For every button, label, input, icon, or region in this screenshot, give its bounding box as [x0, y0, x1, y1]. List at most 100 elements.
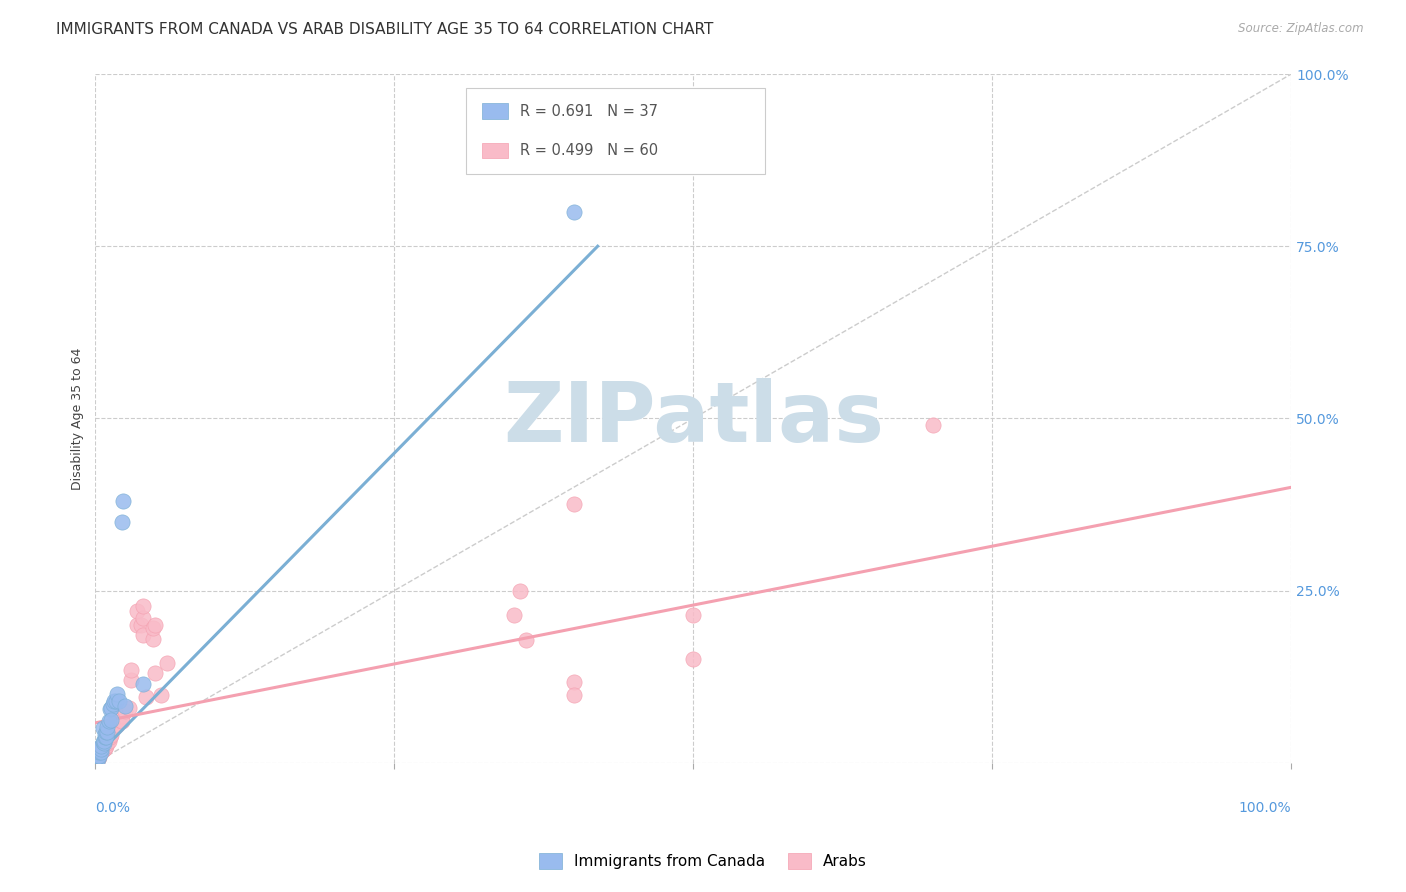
Point	[90, 739, 112, 753]
Point	[101, 723, 124, 737]
Point	[96, 720, 118, 734]
Point	[103, 722, 125, 736]
Point	[114, 699, 136, 714]
Point	[515, 102, 537, 116]
Point	[132, 611, 155, 625]
Point	[111, 709, 134, 723]
Point	[89, 740, 111, 755]
Point	[100, 728, 122, 742]
Y-axis label: Disability Age 35 to 64: Disability Age 35 to 64	[72, 347, 84, 490]
Point	[87, 752, 110, 766]
Point	[132, 676, 155, 690]
Text: R = 0.499   N = 60: R = 0.499 N = 60	[520, 143, 658, 158]
Point	[562, 674, 585, 689]
Point	[98, 702, 121, 716]
Point	[90, 742, 112, 756]
Point	[108, 694, 131, 708]
Point	[921, 418, 943, 433]
Text: R = 0.691   N = 37: R = 0.691 N = 37	[520, 103, 658, 119]
Point	[87, 748, 110, 763]
Point	[87, 746, 110, 760]
Text: IMMIGRANTS FROM CANADA VS ARAB DISABILITY AGE 35 TO 64 CORRELATION CHART: IMMIGRANTS FROM CANADA VS ARAB DISABILIT…	[56, 22, 714, 37]
Point	[142, 622, 165, 636]
Point	[143, 666, 166, 681]
Point	[93, 742, 115, 756]
Point	[100, 700, 122, 714]
Point	[96, 724, 118, 739]
FancyBboxPatch shape	[467, 87, 765, 174]
Point	[93, 739, 115, 753]
Point	[86, 748, 108, 763]
Point	[93, 737, 115, 751]
Point	[90, 742, 112, 756]
Point	[103, 694, 125, 708]
Point	[132, 599, 155, 613]
Point	[120, 673, 142, 687]
Point	[103, 720, 125, 734]
Point	[127, 604, 149, 618]
Point	[97, 714, 120, 729]
FancyBboxPatch shape	[482, 103, 508, 119]
Point	[509, 583, 531, 598]
Text: 100.0%: 100.0%	[1239, 801, 1291, 814]
Point	[515, 633, 537, 648]
Point	[142, 632, 165, 646]
Point	[103, 698, 125, 712]
Point	[105, 718, 128, 732]
Point	[91, 743, 114, 757]
Point	[94, 739, 117, 753]
Text: Source: ZipAtlas.com: Source: ZipAtlas.com	[1239, 22, 1364, 36]
Point	[503, 607, 526, 622]
Point	[132, 628, 155, 642]
Point	[682, 607, 704, 622]
Point	[111, 515, 134, 529]
Point	[100, 713, 122, 727]
Point	[96, 737, 118, 751]
Point	[98, 727, 121, 741]
Text: 0.0%: 0.0%	[96, 801, 131, 814]
Point	[111, 494, 134, 508]
Point	[682, 652, 704, 666]
Point	[104, 694, 127, 708]
Point	[86, 752, 108, 766]
Point	[86, 752, 108, 766]
Point	[114, 704, 136, 718]
Point	[91, 740, 114, 755]
Point	[94, 735, 117, 749]
Point	[89, 746, 111, 760]
Point	[87, 748, 110, 763]
Point	[87, 748, 110, 763]
Point	[87, 746, 110, 760]
Point	[118, 700, 141, 714]
Point	[94, 727, 117, 741]
Point	[562, 498, 585, 512]
Point	[120, 663, 142, 677]
Point	[156, 656, 179, 670]
Point	[91, 735, 114, 749]
Point	[105, 687, 128, 701]
Point	[91, 722, 114, 736]
Point	[104, 714, 127, 729]
Point	[150, 688, 173, 702]
Legend: Immigrants from Canada, Arabs: Immigrants from Canada, Arabs	[533, 847, 873, 875]
Point	[94, 730, 117, 744]
Point	[135, 690, 157, 705]
Point	[562, 688, 585, 702]
Point	[127, 618, 149, 632]
Point	[87, 750, 110, 764]
Point	[108, 709, 131, 723]
Point	[562, 204, 585, 219]
Point	[93, 733, 115, 747]
Point	[143, 618, 166, 632]
Point	[96, 733, 118, 747]
Point	[103, 715, 125, 730]
Point	[89, 743, 111, 757]
Point	[94, 740, 117, 755]
Point	[89, 742, 111, 756]
Point	[94, 730, 117, 744]
Point	[111, 714, 134, 729]
Point	[94, 737, 117, 751]
Point	[94, 724, 117, 739]
Point	[90, 746, 112, 760]
Point	[90, 746, 112, 760]
